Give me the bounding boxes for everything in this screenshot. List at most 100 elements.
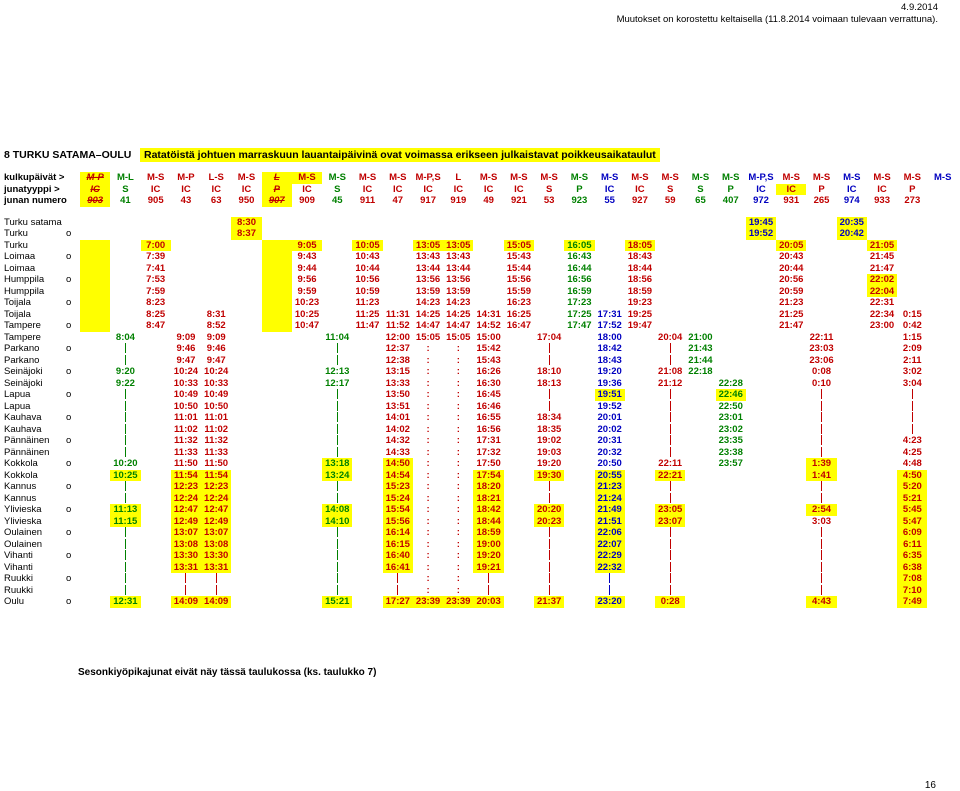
- pass-through-bar: [110, 400, 140, 413]
- station-row: Humppila o 7:53 9:56 10:56 13:56 13:56 15:56 16:…: [2, 274, 958, 286]
- time-cell: 20:50: [597, 458, 622, 469]
- time-cell: [746, 550, 776, 562]
- time-cell: 10:25: [294, 308, 320, 320]
- time-cell: [231, 297, 261, 309]
- time-cell: 0:42: [902, 320, 922, 331]
- time-cell: [564, 435, 594, 447]
- pass-through-bar: [322, 527, 352, 539]
- time-cell: [837, 401, 867, 413]
- time-cell: [292, 343, 322, 355]
- time-cell: [837, 378, 867, 390]
- time-cell: [776, 355, 806, 367]
- time-cell: [685, 596, 715, 608]
- time-cell: :: [456, 458, 460, 469]
- time-cell: 16:40: [382, 550, 413, 562]
- header-cell: 923: [571, 195, 588, 206]
- pass-through-bar-mark: [185, 584, 187, 595]
- station-mark: o: [66, 504, 72, 515]
- time-cell: 14:08: [322, 504, 353, 516]
- pass-through-bar-mark: [821, 446, 823, 457]
- time-cell: [867, 573, 897, 585]
- time-cell: :: [456, 504, 460, 515]
- time-cell: 11:52: [385, 320, 410, 331]
- station-name: Ruukki: [4, 573, 34, 584]
- station-name: Parkano: [4, 354, 40, 366]
- pass-through-bar-mark: [669, 343, 671, 354]
- pass-through-bar: [806, 584, 836, 597]
- time-cell: 4:50: [897, 469, 928, 481]
- time-cell: [716, 527, 746, 539]
- time-cell: 4:23: [902, 435, 922, 446]
- time-cell: [625, 585, 655, 597]
- time-cell: 18:59: [627, 285, 653, 297]
- pass-through-bar-mark: [548, 400, 550, 411]
- time-cell: [806, 217, 836, 229]
- time-cell: [352, 332, 382, 344]
- time-cell: [352, 389, 382, 401]
- time-cell: :: [426, 504, 430, 515]
- time-cell: [927, 585, 958, 597]
- station-name: Vihanti: [4, 550, 33, 561]
- time-cell: :: [456, 584, 460, 596]
- header-row-label: junatyyppi >: [4, 183, 60, 195]
- time-cell: [625, 573, 655, 585]
- time-cell: 8:31: [206, 308, 226, 320]
- time-cell: 23:20: [594, 596, 625, 608]
- time-cell: [685, 251, 715, 263]
- time-cell: 22:50: [718, 400, 743, 412]
- station-mark: o: [66, 527, 72, 538]
- time-cell: 22:11: [658, 458, 683, 469]
- time-cell: 19:02: [536, 435, 562, 446]
- time-cell: [867, 217, 897, 229]
- time-cell: 13:18: [322, 458, 353, 470]
- time-cell: 9:20: [115, 366, 135, 377]
- header-cell: M-S: [146, 172, 165, 183]
- header-cell: M-S: [812, 172, 831, 183]
- station-mark: o: [66, 274, 72, 285]
- time-cell: [716, 274, 746, 286]
- time-cell: [231, 573, 261, 585]
- station-row: Pännäinen 11:33 11:33 14:33:: 17:32 19:03 20:3…: [2, 447, 958, 459]
- pass-through-bar-mark: [336, 389, 338, 400]
- station-row: Ruukki:: 7:10: [2, 584, 958, 597]
- time-cell: [716, 573, 746, 585]
- time-cell: [595, 263, 625, 275]
- time-cell: [262, 447, 292, 459]
- time-cell: 12:49: [170, 515, 202, 527]
- time-cell: [141, 573, 171, 585]
- time-cell: 8:47: [146, 320, 166, 331]
- time-cell: :: [426, 550, 430, 561]
- time-cell: [261, 308, 292, 320]
- time-cell: 18:43: [597, 354, 622, 366]
- time-cell: [261, 297, 292, 309]
- time-cell: [746, 481, 776, 493]
- pass-through-bar-mark: [669, 389, 671, 400]
- pass-through-bar-mark: [124, 527, 126, 538]
- time-cell: [564, 550, 594, 562]
- time-cell: [685, 424, 715, 436]
- time-cell: [625, 343, 655, 355]
- pass-through-bar-mark: [669, 561, 671, 572]
- time-cell: [625, 401, 655, 413]
- station-row: Turku satama 8:30 19:45 20:35: [2, 216, 958, 229]
- station-name: Ylivieska: [4, 504, 42, 515]
- time-cell: 20:31: [597, 435, 622, 446]
- time-cell: :: [426, 423, 430, 435]
- time-cell: [231, 585, 261, 597]
- time-cell: [292, 458, 322, 470]
- station-name: Loimaa: [4, 262, 36, 274]
- time-cell: [595, 240, 625, 252]
- time-cell: [927, 366, 958, 378]
- time-cell: 20:01: [597, 412, 622, 423]
- time-cell: [685, 493, 715, 505]
- time-cell: 16:46: [476, 400, 501, 412]
- time-cell: [383, 274, 413, 286]
- time-cell: [625, 332, 655, 344]
- pass-through-bar-mark: [669, 400, 671, 411]
- pass-through-bar: [110, 343, 140, 355]
- time-cell: 14:01: [385, 412, 410, 423]
- time-cell: [655, 286, 685, 298]
- header-cell: 49: [483, 195, 494, 206]
- time-cell: 4:43: [806, 596, 837, 608]
- time-cell: [80, 251, 111, 263]
